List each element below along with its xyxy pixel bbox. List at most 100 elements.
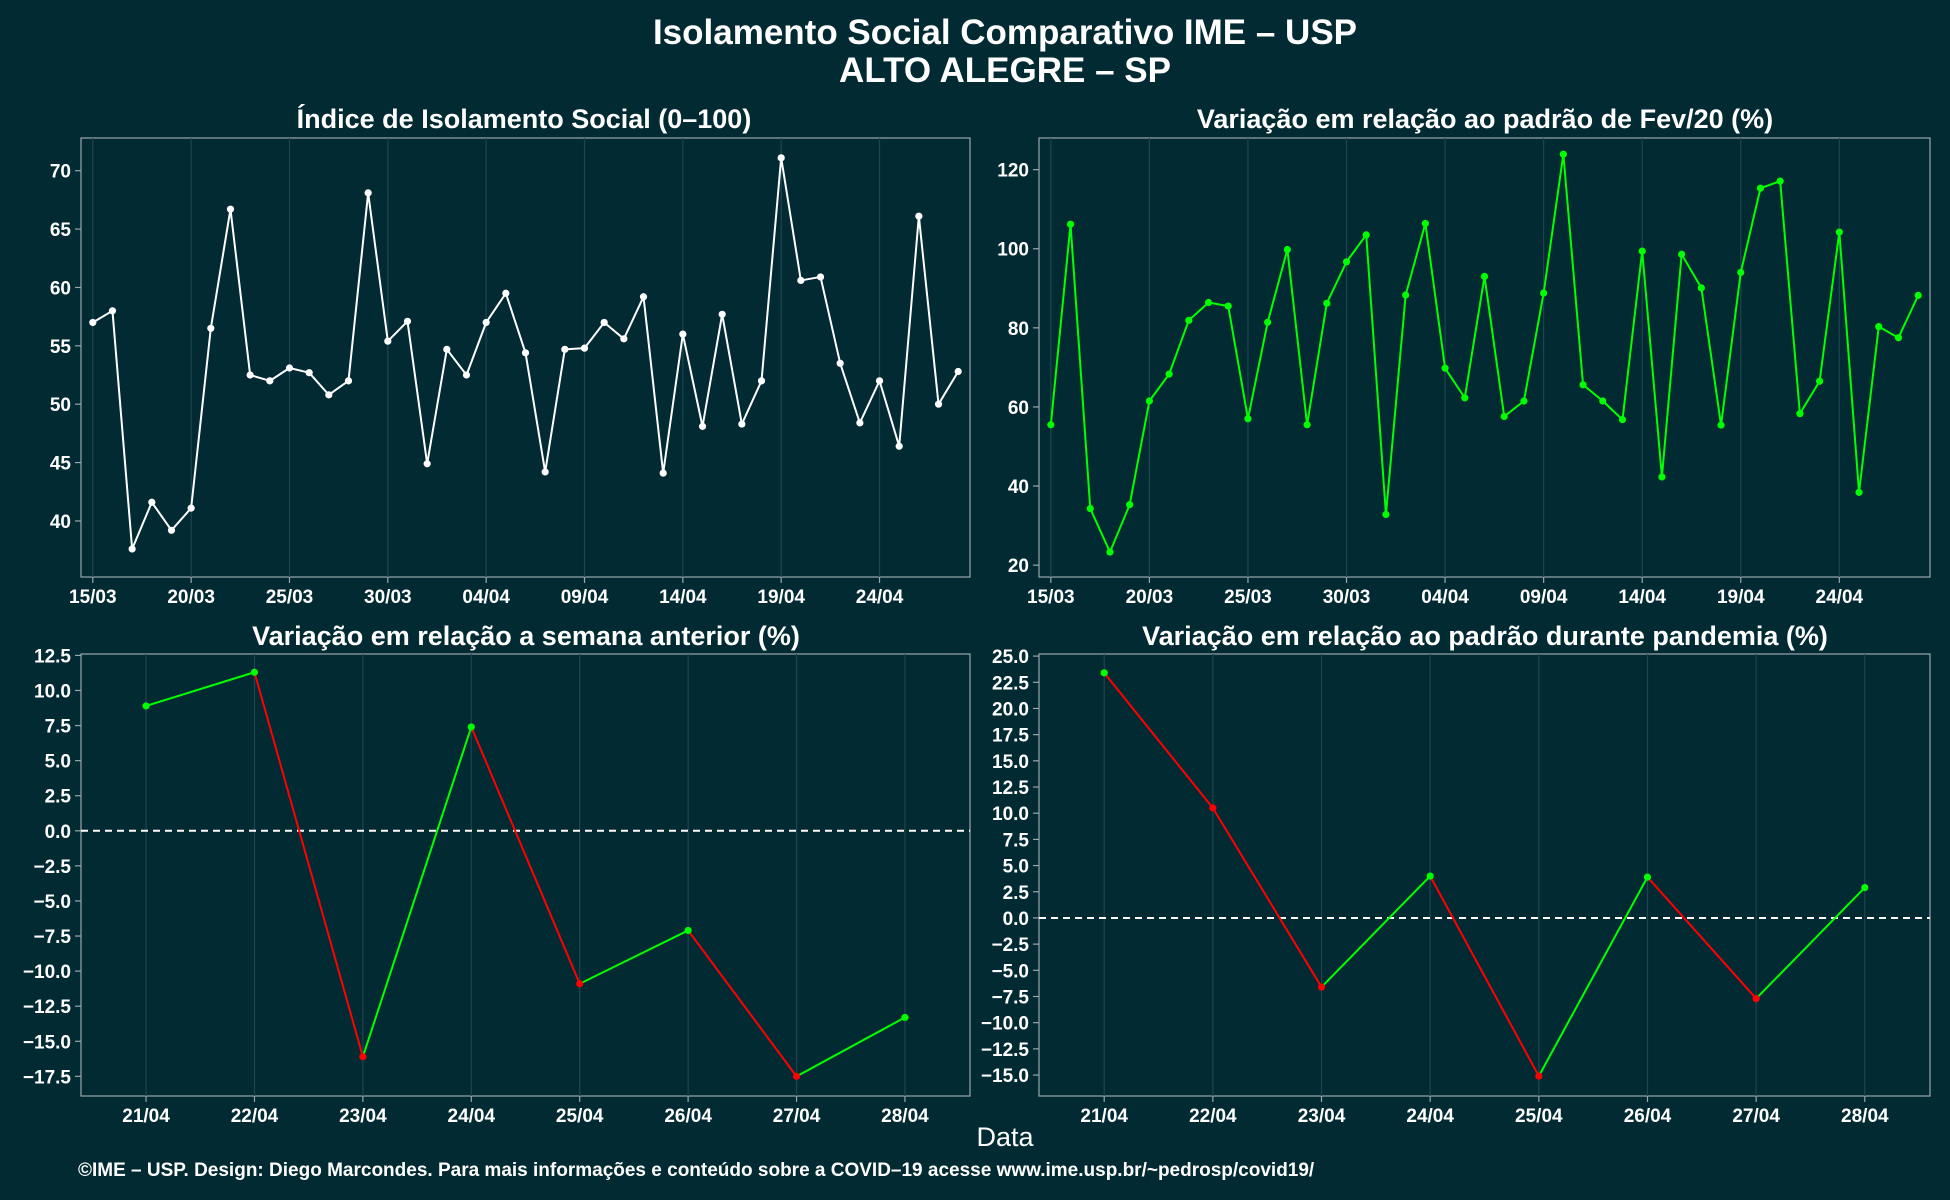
data-point	[561, 345, 569, 353]
y-tick-label: 7.5	[1003, 830, 1030, 851]
data-point	[1317, 983, 1326, 991]
segment-decrease	[1429, 875, 1540, 1077]
data-point	[148, 498, 156, 506]
data-point	[1362, 231, 1370, 239]
data-point	[1535, 1072, 1543, 1080]
x-tick-label: 21/04	[122, 1106, 170, 1127]
data-point	[1658, 473, 1666, 481]
data-point	[856, 419, 864, 427]
x-tick-label: 19/04	[1717, 587, 1765, 608]
data-point	[1224, 302, 1232, 310]
data-point	[1756, 184, 1765, 192]
y-tick-label: −7.5	[991, 987, 1029, 1008]
y-tick-label: 55	[50, 337, 72, 358]
panel-title: Variação em relação ao padrão de Fev/20 …	[1197, 104, 1773, 134]
y-tick-label: 7.5	[45, 717, 72, 738]
plot-frame	[1038, 653, 1931, 1097]
data-point	[1100, 669, 1108, 677]
panel-title: Variação em relação ao padrão durante pa…	[1142, 621, 1828, 651]
y-tick-label: 120	[997, 161, 1029, 182]
data-point	[836, 359, 844, 367]
y-tick-label: −2.5	[991, 935, 1029, 956]
data-point	[1264, 318, 1272, 326]
data-point	[1402, 291, 1410, 299]
data-point	[344, 377, 353, 385]
data-point	[1283, 245, 1291, 254]
y-tick-label: 0.0	[1003, 909, 1029, 930]
data-point	[1426, 872, 1434, 880]
y-tick-label: 20.0	[992, 699, 1029, 720]
data-point	[305, 369, 313, 377]
plot-frame	[1038, 137, 1931, 578]
data-point	[187, 504, 195, 512]
segment-increase	[796, 1016, 906, 1078]
segment-increase	[1320, 875, 1431, 988]
x-tick-label: 23/04	[1298, 1106, 1346, 1127]
data-point	[142, 702, 150, 710]
y-tick-label: 10.0	[34, 681, 71, 702]
x-axis-label: Data	[976, 1122, 1034, 1152]
data-point	[482, 318, 490, 327]
x-tick-label: 09/04	[1520, 587, 1568, 608]
y-tick-label: 100	[997, 240, 1029, 261]
y-tick-label: 45	[50, 454, 72, 475]
segment-decrease	[1211, 807, 1323, 988]
panel-title: Variação em relação a semana anterior (%…	[252, 621, 800, 651]
data-point	[659, 469, 667, 477]
plot-area: 21/04 22/04 23/04 24/04 25/04 26/04 27/04 28/04…	[981, 647, 1930, 1127]
y-tick-label: 40	[50, 512, 71, 533]
data-point	[1323, 299, 1331, 307]
data-point	[1441, 364, 1449, 372]
segment-increase	[1537, 876, 1649, 1077]
y-tick-label: 22.5	[992, 673, 1029, 694]
x-tick-label: 19/04	[757, 587, 805, 608]
x-tick-label: 25/03	[1224, 587, 1272, 608]
data-point	[443, 345, 451, 353]
x-tick-label: 30/03	[364, 587, 412, 608]
y-tick-label: 80	[1008, 319, 1029, 340]
data-point	[423, 460, 431, 468]
y-tick-label: 2.5	[45, 787, 72, 808]
data-point	[1579, 381, 1587, 389]
data-point	[359, 1053, 367, 1061]
data-point	[1520, 397, 1528, 405]
x-tick-label: 14/04	[659, 587, 707, 608]
x-tick-label: 22/04	[1189, 1106, 1237, 1127]
data-point	[1816, 377, 1824, 385]
x-tick-label: 30/03	[1323, 587, 1371, 608]
data-point	[1106, 548, 1114, 556]
y-tick-label: −10.0	[23, 962, 71, 983]
data-point	[1861, 883, 1869, 892]
data-point	[167, 526, 176, 534]
data-point	[541, 468, 549, 476]
x-tick-label: 26/04	[664, 1106, 712, 1127]
data-point	[1209, 804, 1217, 812]
data-point	[718, 310, 726, 318]
data-point	[250, 668, 259, 676]
y-tick-label: 17.5	[992, 726, 1029, 747]
x-tick-label: 04/04	[1421, 587, 1469, 608]
data-point	[1047, 421, 1055, 429]
data-point	[1894, 334, 1903, 342]
data-point	[1796, 410, 1804, 418]
segment-decrease	[253, 671, 364, 1057]
x-tick-label: 28/04	[881, 1106, 929, 1127]
caption: ©IME – USP. Design: Diego Marcondes. Par…	[78, 1160, 1315, 1181]
data-point	[384, 337, 392, 345]
data-point	[467, 723, 475, 731]
data-point	[1875, 323, 1883, 331]
data-point	[792, 1072, 801, 1080]
data-point	[207, 324, 215, 332]
data-point	[901, 1013, 909, 1022]
x-tick-label: 15/03	[1027, 587, 1075, 608]
data-point	[266, 377, 274, 385]
y-tick-label: −10.0	[981, 1014, 1029, 1035]
data-point	[1461, 394, 1469, 402]
segment-decrease	[1103, 672, 1214, 809]
x-tick-label: 15/03	[69, 587, 117, 608]
data-point	[1678, 250, 1686, 258]
y-tick-label: 25.0	[992, 647, 1029, 668]
x-tick-label: 25/04	[1515, 1106, 1563, 1127]
x-tick-label: 24/04	[1816, 587, 1864, 608]
